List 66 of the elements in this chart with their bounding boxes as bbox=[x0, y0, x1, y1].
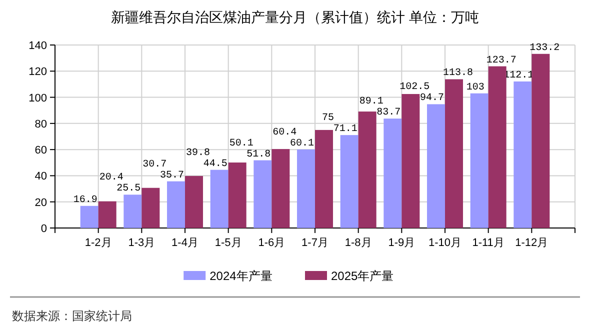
bar bbox=[384, 118, 402, 228]
x-tick-label: 1-12月 bbox=[515, 237, 548, 249]
bar bbox=[297, 149, 315, 228]
bar bbox=[210, 170, 228, 228]
x-tick-label: 1-11月 bbox=[472, 237, 504, 249]
data-label: 60.4 bbox=[272, 127, 297, 138]
bar bbox=[167, 181, 185, 228]
x-tick-label: 1-10月 bbox=[428, 237, 462, 249]
data-label: 51.8 bbox=[246, 149, 271, 160]
bar bbox=[532, 54, 550, 228]
legend-label: 2025年产量 bbox=[331, 269, 394, 283]
bar bbox=[254, 160, 272, 228]
bar bbox=[98, 201, 116, 228]
bar bbox=[470, 93, 488, 228]
bar bbox=[340, 135, 358, 228]
bar bbox=[185, 176, 203, 228]
bar bbox=[358, 112, 376, 228]
data-label: 83.7 bbox=[376, 108, 401, 119]
data-label: 89.1 bbox=[359, 96, 384, 108]
data-label: 71.1 bbox=[333, 124, 358, 136]
data-label: 113.8 bbox=[442, 68, 474, 80]
data-label: 16.9 bbox=[73, 194, 98, 206]
bar bbox=[228, 162, 246, 228]
y-tick-label: 100 bbox=[28, 92, 47, 104]
data-label: 35.7 bbox=[160, 170, 184, 182]
data-label: 50.1 bbox=[229, 138, 254, 150]
y-tick-label: 0 bbox=[40, 223, 47, 235]
y-tick-label: 20 bbox=[34, 196, 47, 209]
data-label: 60.1 bbox=[290, 138, 314, 150]
bar bbox=[402, 94, 420, 228]
bar bbox=[488, 66, 506, 228]
x-tick-label: 1-7月 bbox=[302, 237, 328, 249]
y-tick-label: 140 bbox=[28, 40, 47, 52]
bar bbox=[142, 188, 160, 228]
y-tick-label: 40 bbox=[34, 170, 47, 183]
legend-label: 2024年产量 bbox=[210, 269, 272, 283]
y-tick-label: 120 bbox=[28, 66, 47, 78]
x-tick-label: 1-8月 bbox=[344, 237, 372, 249]
source-note: 数据来源：国家统计局 bbox=[12, 309, 132, 323]
data-label: 75 bbox=[322, 113, 334, 124]
y-tick-label: 60 bbox=[34, 144, 47, 157]
data-label: 94.7 bbox=[420, 93, 444, 104]
x-tick-label: 1-9月 bbox=[388, 237, 416, 249]
x-tick-label: 1-2月 bbox=[84, 237, 112, 249]
data-label: 102.5 bbox=[400, 82, 430, 94]
data-label: 25.5 bbox=[116, 184, 141, 195]
bar bbox=[272, 149, 290, 228]
bar bbox=[445, 79, 463, 228]
data-label: 133.2 bbox=[530, 42, 560, 54]
data-label: 39.8 bbox=[186, 148, 210, 159]
bar bbox=[514, 81, 532, 228]
y-tick-label: 80 bbox=[34, 118, 47, 130]
chart-title: 新疆维吾尔自治区煤油产量分月（累计值）统计 单位：万吨 bbox=[111, 9, 479, 25]
bar bbox=[80, 206, 98, 228]
data-label: 20.4 bbox=[99, 172, 124, 184]
x-tick-label: 1-4月 bbox=[172, 237, 198, 249]
data-label: 103 bbox=[466, 82, 484, 94]
bar bbox=[427, 104, 445, 228]
x-tick-label: 1-6月 bbox=[258, 237, 286, 249]
x-tick-label: 1-3月 bbox=[128, 237, 156, 249]
bar bbox=[315, 130, 333, 228]
x-tick-label: 1-5月 bbox=[214, 237, 242, 249]
data-label: 30.7 bbox=[142, 159, 167, 170]
data-label: 123.7 bbox=[486, 55, 516, 66]
bar bbox=[124, 194, 142, 228]
data-label: 44.5 bbox=[203, 158, 228, 170]
